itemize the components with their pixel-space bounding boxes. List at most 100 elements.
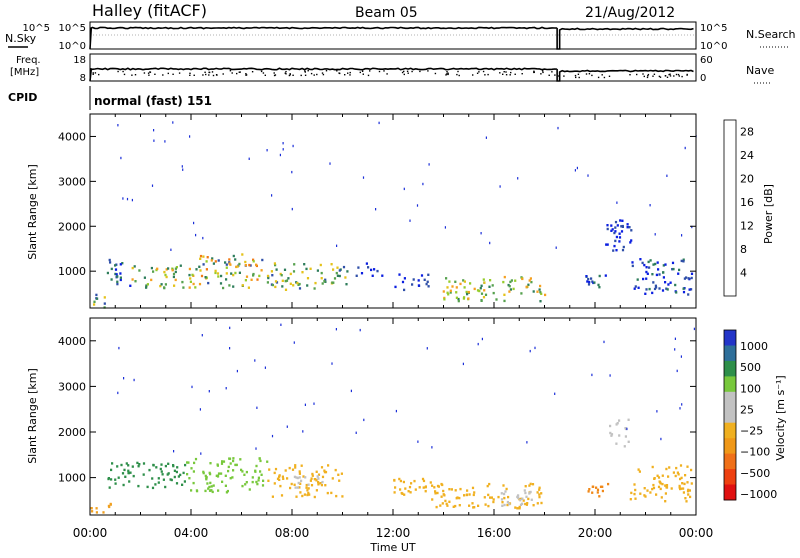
nave-dot bbox=[487, 73, 489, 76]
echo-cell bbox=[114, 478, 117, 481]
echo-speck bbox=[151, 184, 154, 187]
echo-speck bbox=[378, 121, 380, 125]
echo-cell bbox=[249, 264, 252, 267]
echo-cell bbox=[295, 476, 298, 479]
echo-cell bbox=[467, 297, 470, 300]
echo-cell bbox=[114, 482, 117, 485]
echo-cell bbox=[313, 287, 316, 290]
nave-dot bbox=[457, 70, 459, 73]
echo-cell bbox=[210, 259, 213, 262]
echo-cell bbox=[634, 488, 637, 492]
echo-cell bbox=[323, 469, 326, 472]
echo-cell bbox=[538, 488, 541, 491]
echo-cell bbox=[610, 229, 613, 232]
echo-cell bbox=[471, 486, 475, 490]
echo-cell bbox=[446, 291, 449, 294]
echo-cell bbox=[657, 485, 661, 489]
echo-cell bbox=[642, 277, 645, 281]
echo-cell bbox=[300, 464, 303, 467]
echo-cell bbox=[316, 269, 319, 272]
echo-cell bbox=[610, 433, 614, 436]
echo-cell bbox=[418, 486, 421, 489]
nave-dot bbox=[608, 75, 611, 77]
echo-cell bbox=[463, 280, 466, 283]
echo-speck bbox=[229, 347, 231, 350]
echo-cell bbox=[614, 220, 618, 224]
echo-cell bbox=[684, 497, 687, 500]
echo-cell bbox=[313, 495, 316, 499]
echo-cell bbox=[119, 272, 122, 275]
echo-cell bbox=[256, 278, 259, 281]
power-colorbar: 4 8 12 16 20 24 28 bbox=[723, 119, 754, 297]
echo-cell bbox=[536, 502, 539, 505]
echo-cell bbox=[420, 274, 424, 277]
echo-cell bbox=[296, 281, 299, 285]
echo-cell bbox=[480, 284, 483, 287]
echo-cell bbox=[173, 475, 176, 479]
nave-dot bbox=[636, 73, 638, 76]
noise-left-bottom: 10^0 bbox=[59, 41, 86, 52]
colorbar-tick-label: 28 bbox=[740, 126, 754, 139]
nave-dot bbox=[551, 71, 553, 73]
echo-cell bbox=[672, 267, 675, 271]
power-colorbar-label: Power [dB] bbox=[762, 184, 775, 244]
echo-cell bbox=[255, 480, 258, 484]
echo-speck bbox=[286, 425, 288, 428]
echo-cell bbox=[458, 496, 461, 500]
echo-speck bbox=[172, 121, 174, 124]
freq-right-bottom: 0 bbox=[700, 73, 706, 84]
echo-cell bbox=[120, 463, 123, 467]
echo-cell bbox=[381, 274, 384, 277]
echo-cell bbox=[447, 293, 450, 296]
noise-right-bottom: 10^0 bbox=[700, 41, 727, 52]
echo-cell bbox=[294, 464, 297, 467]
echo-cell bbox=[500, 492, 503, 495]
echo-cell bbox=[394, 486, 397, 489]
echo-cell bbox=[612, 249, 615, 252]
echo-cell bbox=[530, 498, 533, 501]
echo-cell bbox=[228, 262, 231, 265]
echo-cell bbox=[586, 280, 589, 283]
echo-cell bbox=[591, 485, 594, 488]
echo-cell bbox=[621, 219, 624, 222]
echo-speck bbox=[574, 169, 576, 172]
nave-dot bbox=[273, 74, 276, 77]
cpid-label: CPID bbox=[8, 91, 37, 104]
echo-cell bbox=[331, 281, 334, 284]
echo-cell bbox=[276, 477, 280, 480]
echo-cell bbox=[163, 286, 166, 289]
echo-cell bbox=[503, 492, 506, 496]
colorbar-tick-label: 100 bbox=[740, 382, 761, 395]
echo-cell bbox=[175, 482, 179, 485]
echo-cell bbox=[267, 276, 270, 280]
echo-speck bbox=[291, 170, 293, 174]
echo-cell bbox=[644, 495, 647, 498]
echo-cell bbox=[293, 483, 296, 486]
echo-cell bbox=[621, 248, 625, 252]
echo-cell bbox=[259, 459, 262, 463]
echo-cell bbox=[610, 434, 613, 437]
echo-cell bbox=[273, 471, 276, 475]
echo-cell bbox=[279, 484, 282, 488]
echo-cell bbox=[401, 280, 405, 284]
echo-cell bbox=[371, 274, 374, 277]
echo-cell bbox=[335, 271, 338, 275]
colorbar-tick-label: 1000 bbox=[740, 340, 768, 353]
echo-cell bbox=[611, 228, 614, 231]
echo-speck bbox=[417, 440, 419, 443]
echo-speck bbox=[362, 176, 365, 179]
echo-cell bbox=[232, 254, 235, 258]
echo-cell bbox=[163, 270, 166, 274]
echo-speck bbox=[489, 241, 491, 245]
echo-cell bbox=[108, 486, 111, 489]
echo-cell bbox=[228, 457, 231, 460]
echo-cell bbox=[114, 264, 117, 267]
nave-dot bbox=[542, 70, 544, 72]
echo-cell bbox=[466, 292, 469, 296]
echo-speck bbox=[674, 337, 676, 340]
echo-cell bbox=[357, 266, 360, 269]
echo-cell bbox=[165, 268, 168, 271]
echo-cell bbox=[590, 277, 593, 280]
echo-cell bbox=[646, 272, 649, 275]
echo-cell bbox=[444, 499, 447, 503]
